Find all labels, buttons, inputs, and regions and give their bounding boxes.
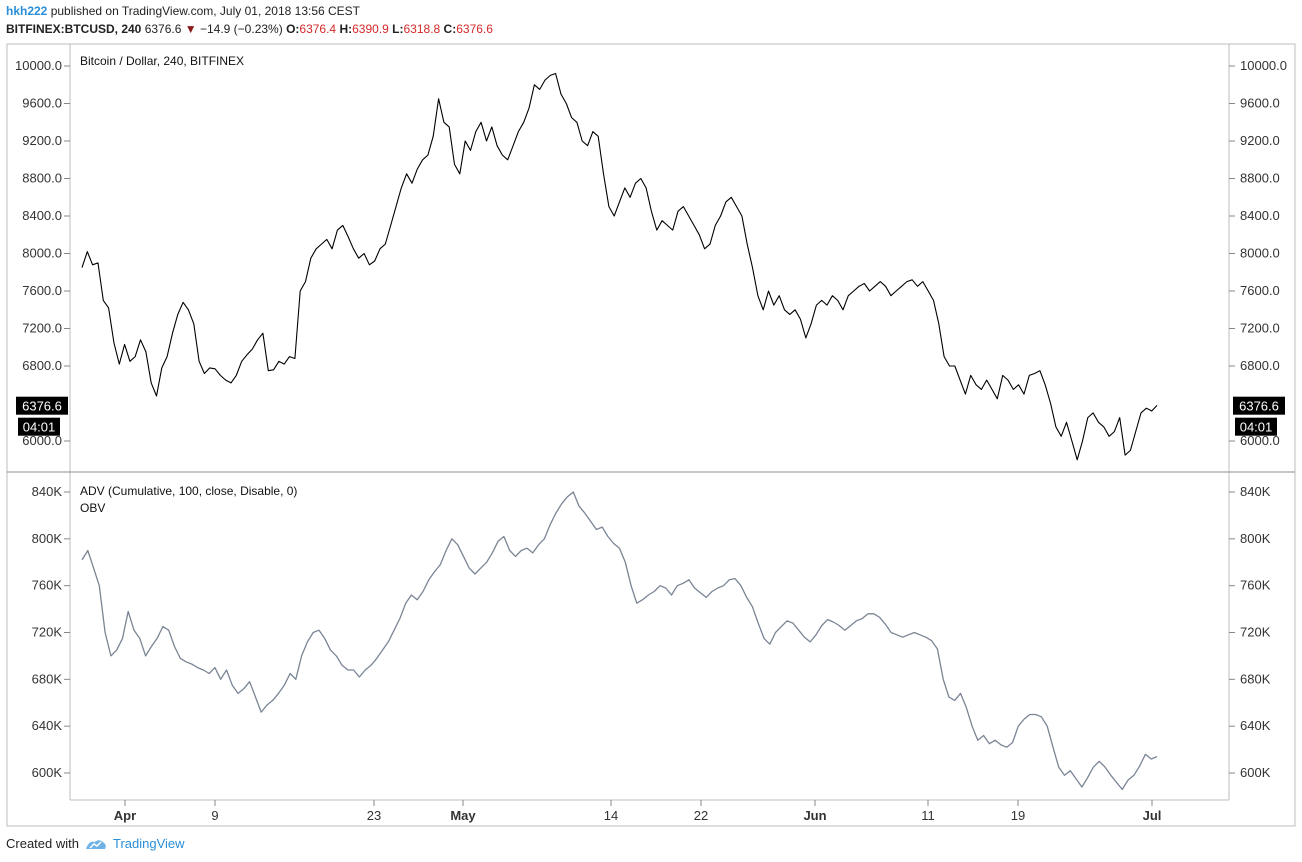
- symbol-info: BITFINEX:BTCUSD, 240 6376.6 ▼ −14.9 (−0.…: [6, 22, 493, 36]
- symbol-name: BITFINEX:BTCUSD, 240: [6, 22, 142, 36]
- price-pane[interactable]: [81, 72, 1158, 461]
- obv-ytick-label-left: 720K: [32, 625, 63, 640]
- last-price-badge-left: [16, 396, 68, 415]
- price-ytick-label-right: 10000.0: [1240, 58, 1287, 73]
- last-price-label-left: 6376.6: [22, 399, 62, 414]
- x-tick-label: 22: [694, 808, 708, 823]
- chart-frame: [6, 43, 1296, 827]
- price-series-line[interactable]: [81, 72, 1158, 461]
- countdown-label-left: 04:01: [23, 420, 56, 435]
- obv-ytick-label-right: 800K: [1240, 531, 1271, 546]
- open-value: 6376.4: [299, 22, 337, 36]
- obv-series-label: OBV: [80, 501, 105, 515]
- obv-ytick-label-right: 720K: [1240, 625, 1271, 640]
- x-tick-label: Apr: [114, 808, 136, 823]
- countdown-label-right: 04:01: [1240, 420, 1273, 435]
- close-label: C:: [443, 22, 457, 36]
- last-price-label-right: 6376.6: [1239, 399, 1279, 414]
- low-label: L:: [392, 22, 404, 36]
- obv-ytick-label-left: 760K: [32, 578, 63, 593]
- obv-ytick-label-right: 840K: [1240, 484, 1271, 499]
- obv-ytick-label-right: 640K: [1240, 718, 1271, 733]
- high-value: 6390.9: [352, 22, 389, 36]
- obv-ytick-label-right: 760K: [1240, 578, 1271, 593]
- published-text: published on TradingView.com, July 01, 2…: [50, 4, 361, 18]
- x-tick-label: 11: [921, 808, 935, 823]
- price-ytick-label-left: 6800.0: [22, 358, 62, 373]
- price-change: −14.9 (−0.23%): [199, 22, 283, 36]
- tradingview-logo-icon: [85, 839, 106, 849]
- obv-ytick-label-left: 840K: [32, 484, 63, 499]
- obv-ytick-label-right: 680K: [1240, 671, 1271, 686]
- obv-ytick-label-left: 800K: [32, 531, 63, 546]
- price-ytick-label-right: 8800.0: [1240, 171, 1280, 186]
- x-tick-label: Jun: [803, 808, 826, 823]
- obv-ytick-label-left: 640K: [32, 718, 63, 733]
- obv-ytick-label-left: 680K: [32, 671, 63, 686]
- price-ytick-label-left: 9600.0: [22, 96, 62, 111]
- footer: Created with TradingView: [6, 836, 185, 851]
- price-ytick-label-right: 6800.0: [1240, 358, 1280, 373]
- last-price: 6376.6: [144, 22, 182, 36]
- price-ytick-label-left: 7200.0: [22, 321, 62, 336]
- obv-series-line[interactable]: [81, 491, 1158, 791]
- low-value: 6318.8: [403, 22, 441, 36]
- x-tick-label: 9: [211, 808, 218, 823]
- price-ytick-label-left: 8000.0: [22, 246, 62, 261]
- x-tick-label: May: [450, 808, 476, 823]
- x-tick-label: Jul: [1143, 808, 1162, 823]
- last-price-badge-right: [1233, 396, 1285, 415]
- price-pane-title: Bitcoin / Dollar, 240, BITFINEX: [80, 54, 244, 68]
- price-ytick-label-left: 8800.0: [22, 171, 62, 186]
- tradingview-link[interactable]: TradingView: [85, 836, 185, 851]
- open-label: O:: [286, 22, 300, 36]
- price-ytick-label-right: 7200.0: [1240, 321, 1280, 336]
- x-tick-label: 23: [367, 808, 381, 823]
- x-tick-label: 14: [604, 808, 618, 823]
- price-ytick-label-left: 9200.0: [22, 133, 62, 148]
- x-tick-label: 19: [1011, 808, 1025, 823]
- obv-pane-title: ADV (Cumulative, 100, close, Disable, 0): [80, 484, 297, 498]
- obv-pane[interactable]: [81, 491, 1158, 791]
- countdown-badge-right: [1235, 417, 1277, 436]
- price-ytick-label-right: 8000.0: [1240, 246, 1280, 261]
- high-label: H:: [339, 22, 353, 36]
- countdown-badge-left: [18, 417, 60, 436]
- price-ytick-label-left: 6000.0: [22, 433, 62, 448]
- obv-ytick-label-right: 600K: [1240, 765, 1271, 780]
- axes: 10000.0 10000.0 9600.0 9600.0 9200.0 9200.0 88…: [15, 58, 1287, 823]
- price-ytick-label-right: 6000.0: [1240, 433, 1280, 448]
- price-ytick-label-right: 7600.0: [1240, 283, 1280, 298]
- obv-ytick-label-left: 600K: [32, 765, 63, 780]
- close-value: 6376.6: [456, 22, 493, 36]
- price-ytick-label-right: 8400.0: [1240, 208, 1280, 223]
- price-ytick-label-left: 10000.0: [15, 58, 62, 73]
- down-arrow-icon: ▼: [184, 22, 197, 36]
- price-ytick-label-right: 9600.0: [1240, 96, 1280, 111]
- price-ytick-label-left: 8400.0: [22, 208, 62, 223]
- author-link[interactable]: hkh222: [6, 4, 48, 18]
- publish-info: hkh222 published on TradingView.com, Jul…: [6, 4, 360, 18]
- price-ytick-label-right: 9200.0: [1240, 133, 1280, 148]
- price-ytick-label-left: 7600.0: [22, 283, 62, 298]
- tradingview-brand: TradingView: [112, 836, 185, 851]
- created-with-text: Created with: [6, 836, 79, 851]
